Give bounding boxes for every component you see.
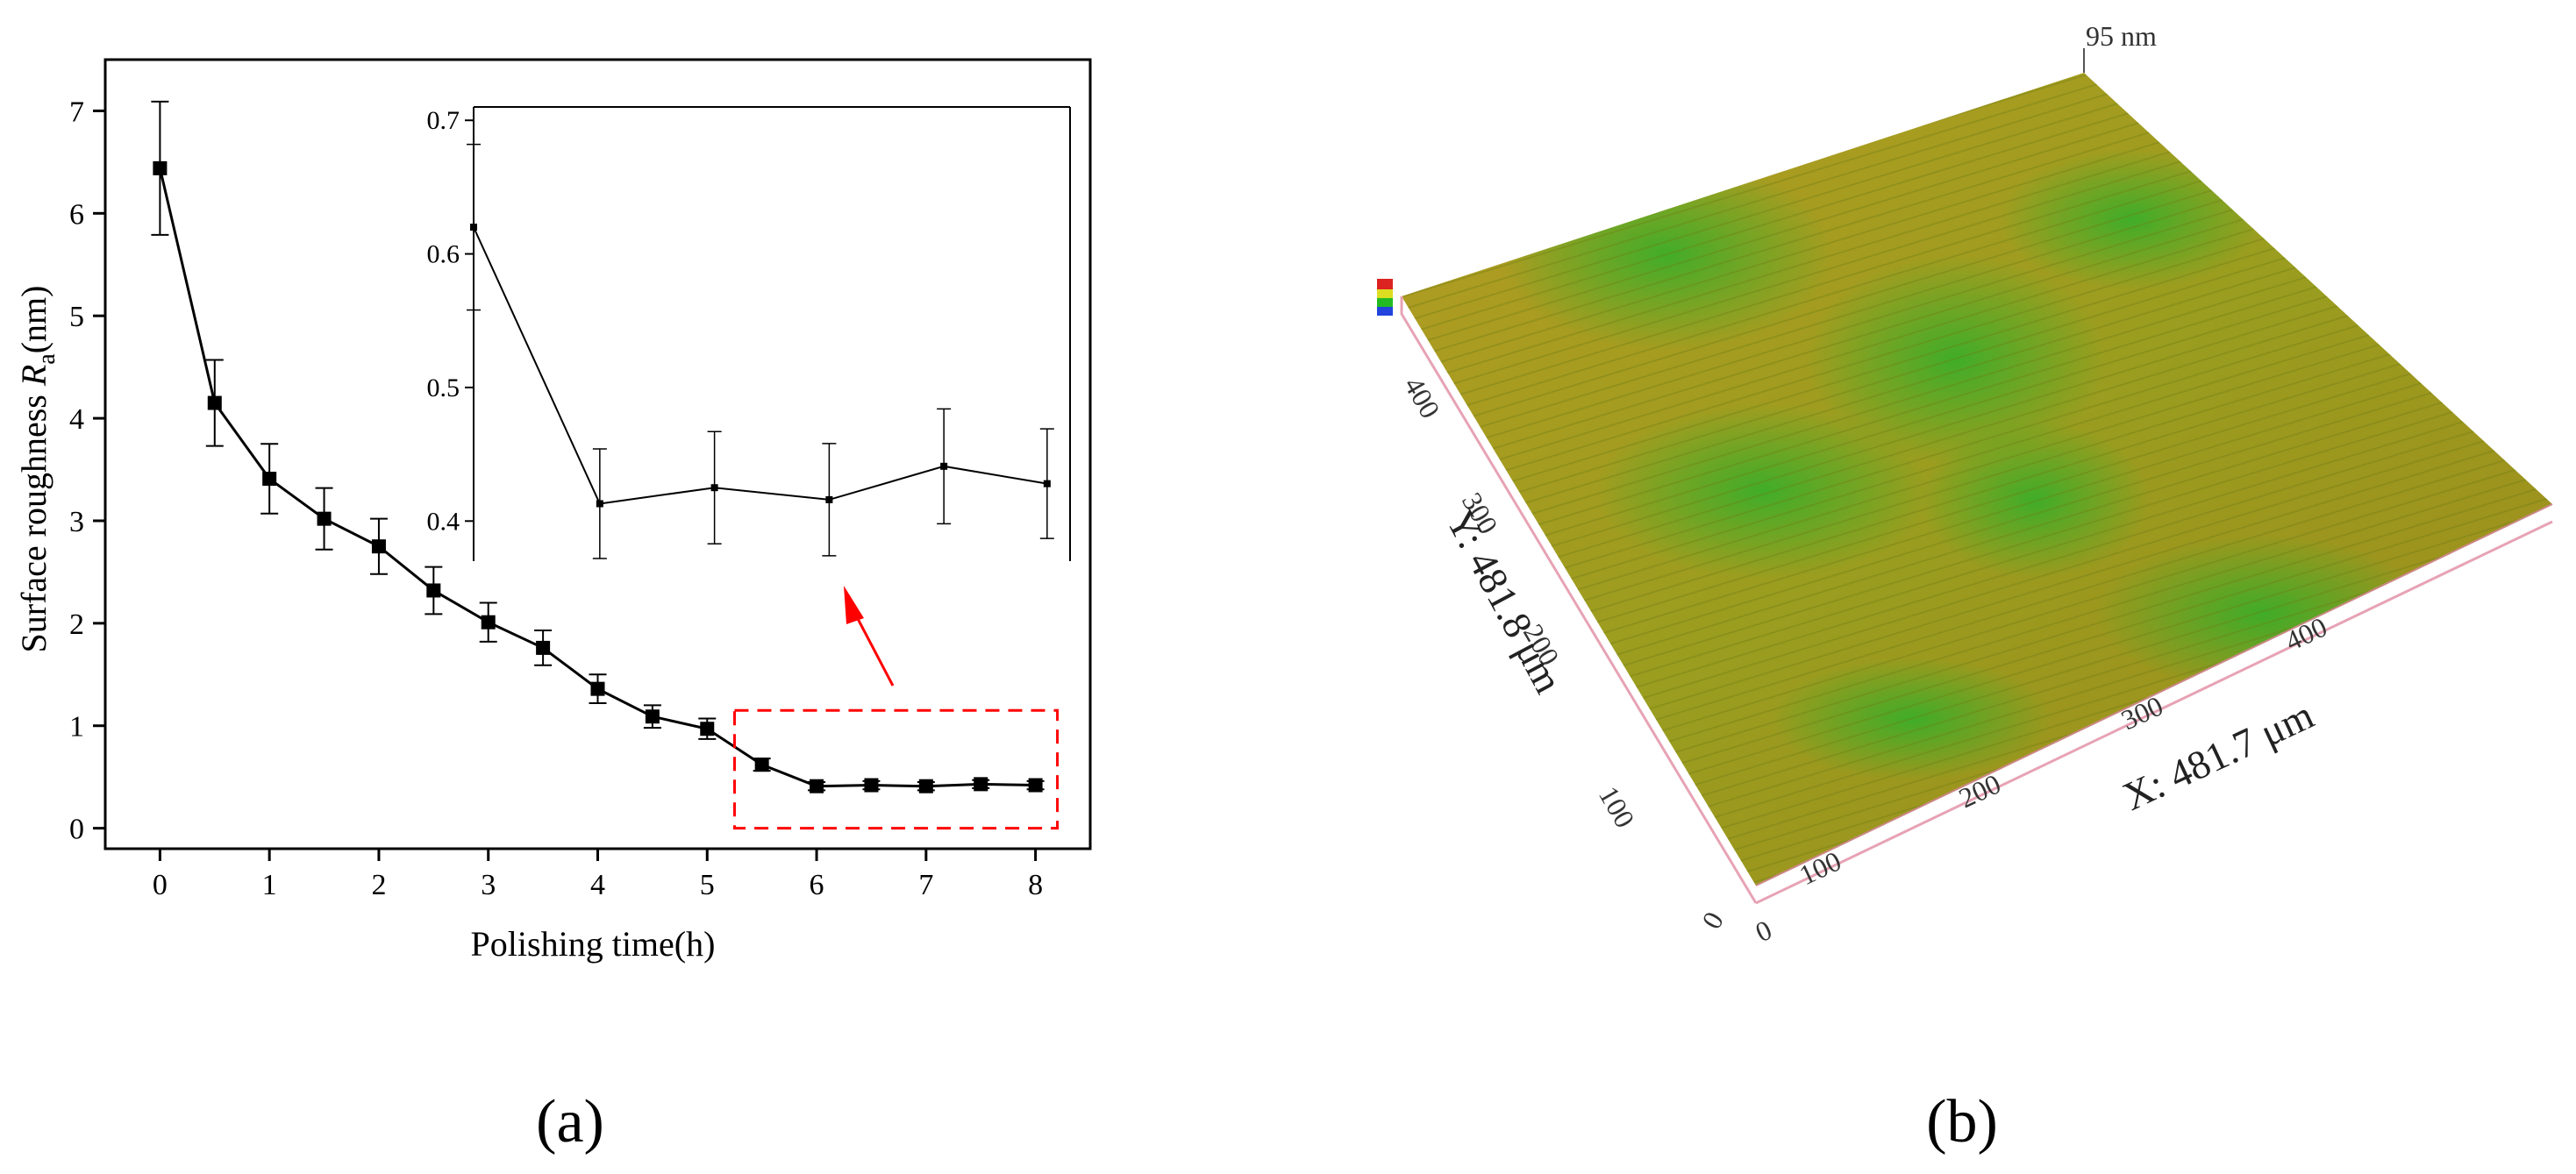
data-point [864, 778, 879, 793]
inset-data-point [1043, 480, 1051, 487]
y-tick-label: 1 [69, 711, 84, 744]
y-tick-label: 7 [69, 96, 84, 128]
x-axis-ticks: 0 1 2 3 4 5 6 7 8 [153, 849, 1043, 901]
y-tick-label: 4 [69, 403, 84, 436]
inset-chart: 0.4 0.5 0.6 0.7 [427, 106, 1071, 561]
inset-y-tick-label: 0.4 [427, 507, 460, 536]
inset-y-ticks: 0.4 0.5 0.6 0.7 [427, 106, 474, 536]
inset-y-tick-label: 0.7 [427, 106, 460, 135]
y-tick-label: 0 [69, 814, 84, 846]
data-point [207, 395, 222, 410]
inset-data-point [596, 500, 603, 508]
inset-error-bars [467, 143, 1054, 559]
data-point [810, 779, 824, 793]
afm-z-label: 95 nm [2086, 20, 2157, 52]
data-point [700, 722, 715, 736]
data-point [754, 758, 769, 772]
x-tick-label: 7 [918, 869, 933, 901]
data-point [153, 160, 168, 175]
afm-color-scale [1377, 279, 1393, 316]
x-tick-label: 4 [590, 869, 605, 901]
data-point [481, 615, 496, 630]
x-tick-label: 6 [810, 869, 824, 901]
y-tick-label: 2 [69, 608, 84, 641]
x-tick-label: 5 [700, 869, 715, 901]
highlight-box [732, 708, 1060, 830]
afm-x-axis-inner [1755, 503, 2553, 886]
x-tick-label: 3 [481, 869, 496, 901]
inset-data-point [940, 462, 948, 470]
x-tick-label: 8 [1028, 869, 1043, 901]
y-axis-ticks: 0 1 2 3 4 5 6 7 [69, 96, 105, 846]
y-tick-label: 3 [69, 506, 84, 538]
data-point [918, 779, 933, 793]
data-point [645, 709, 660, 724]
data-point [262, 472, 277, 487]
series-markers [153, 160, 1043, 793]
afm-y-tick-400: 400 [1398, 372, 1446, 424]
data-point [371, 539, 386, 554]
zoom-arrow [844, 586, 895, 687]
afm-surface-image: 95 nm 0 100 200 300 400 0 100 200 300 40… [1377, 20, 2553, 1156]
data-point [590, 681, 605, 696]
afm-y-axis [1400, 296, 1758, 904]
inset-data-point [470, 224, 477, 231]
roughness-chart: 0 1 2 3 4 5 6 7 8 0 1 2 3 4 5 6 7 0.4 0.5 0.6 0.7 Polishin… [14, 58, 1092, 1156]
inset-y-tick-label: 0.5 [427, 374, 460, 402]
panel-label-b: (b) [1926, 1088, 1998, 1156]
x-tick-label: 1 [262, 869, 277, 901]
x-tick-label: 2 [371, 869, 386, 901]
data-point [426, 583, 441, 598]
x-tick-label: 0 [153, 869, 168, 901]
data-point [974, 777, 988, 792]
x-axis-title: Polishing time(h) [471, 924, 716, 964]
inset-series-line [473, 153, 1048, 505]
data-point [536, 640, 551, 655]
data-point [317, 511, 332, 526]
afm-y-tick-100: 100 [1593, 781, 1641, 834]
inset-data-point [710, 484, 718, 492]
afm-x-axis [1755, 520, 2553, 905]
panel-label-a: (a) [536, 1088, 604, 1156]
y-tick-label: 6 [69, 198, 84, 231]
y-tick-label: 5 [69, 301, 84, 333]
inset-y-tick-label: 0.6 [427, 240, 460, 269]
data-point [1028, 778, 1043, 793]
y-axis-title: Surface roughness Ra(nm) [14, 286, 61, 653]
afm-origin-label: 0 [1695, 907, 1730, 935]
inset-data-point [825, 495, 833, 503]
afm-x-tick-0: 0 [1751, 914, 1777, 948]
inset-series-markers [470, 224, 1051, 508]
